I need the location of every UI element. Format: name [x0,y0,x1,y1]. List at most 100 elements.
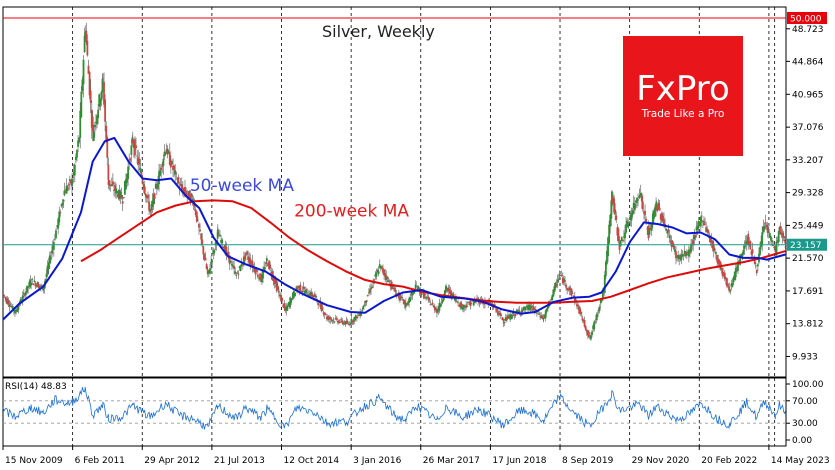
candle-body [731,282,734,287]
candle-body [99,100,102,107]
candle-body [8,304,11,307]
candle-body [456,301,458,303]
candle-body [445,286,447,290]
candle-body [422,291,425,299]
candle-body [775,241,778,256]
candle-body [255,270,258,272]
candle-body [247,256,249,261]
candle-body [516,311,519,313]
candle-body [606,250,608,264]
candle-body [340,319,343,320]
candle-body [63,190,66,196]
candle-body [353,317,356,322]
candle-body [432,305,435,308]
candle-body [125,179,127,190]
candle-body [78,137,81,143]
candle-body [386,276,389,279]
candle-body [634,200,637,203]
candle-body [427,296,430,299]
candle-body [346,322,349,324]
candle-body [249,258,252,265]
candle-body [451,293,454,297]
candle-body [672,244,675,249]
candle-body [6,298,9,304]
candle-body [193,203,196,207]
candle-body [433,306,436,311]
candle-body [527,306,529,310]
candle-body [177,177,180,184]
candle-body [154,184,157,189]
candle-body [331,320,334,322]
candle-body [394,294,397,296]
candle-body [103,81,105,105]
candle-body [556,279,559,283]
candle-body [521,309,524,312]
candle-body [262,269,264,279]
candle-body [3,295,5,297]
candle-body [261,273,263,283]
candle-body [503,322,506,323]
candle-body [742,249,745,254]
candle-body [172,165,174,170]
candle-body [565,284,567,288]
candle-body [165,149,168,154]
candle-body [385,275,388,280]
candle-body [339,321,342,323]
candle-body [728,287,731,291]
candle-body [104,99,107,122]
candle-body [578,306,581,314]
candle-body [139,168,142,173]
candle-body [26,285,28,293]
candle-body [687,249,690,257]
candle-body [496,308,498,312]
candle-body [130,145,133,155]
candle-body [253,267,256,272]
candle-body [228,255,231,265]
annotations: 50-week MA 200-week MA [190,176,410,221]
candle-body [44,279,47,284]
candle-body [267,263,269,267]
candle-body [535,312,538,314]
candle-body [250,264,253,266]
candle-body [652,210,655,220]
x-tick-label: 12 Oct 2014 [284,456,340,466]
candle-body [377,271,380,275]
candle-body [120,194,123,199]
candle-body [42,289,45,291]
candle-body [662,215,664,222]
price-axis: 48.723 44.864 40.965 37.076 33.207 29.328 25.4… [786,25,824,362]
candle-body [238,266,241,268]
price-level-tag [787,238,827,251]
candle-body [335,317,338,320]
candle-body [629,214,632,220]
candle-body [694,235,697,238]
candle-body [583,320,586,327]
candle-body [712,244,715,252]
candle-body [746,240,749,242]
candle-body [72,171,75,176]
candle-body [66,187,69,190]
candle-body [700,215,703,217]
candle-body [684,251,687,257]
candle-body [266,258,268,261]
candle-body [614,209,617,215]
candle-body [309,292,312,297]
candle-body [299,284,302,291]
candle-body [241,263,244,266]
candle-body [358,314,360,316]
candle-body [638,197,641,199]
candle-body [640,194,643,202]
candle-body [439,303,442,308]
candle-body [33,280,36,282]
candle-body [715,252,717,255]
candle-body [242,256,245,264]
candle-body [201,239,204,245]
candle-body [359,311,362,317]
candle-body [213,250,216,253]
candle-body [42,285,44,291]
candle-body [671,241,674,245]
candle-body [141,177,144,184]
y-tick-label: 21.570 [792,254,824,264]
candle-body [781,232,784,237]
